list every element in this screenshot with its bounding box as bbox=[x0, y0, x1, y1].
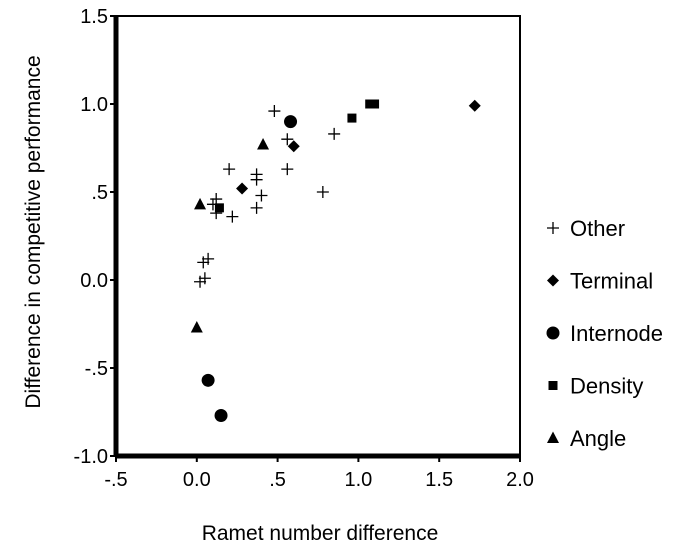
legend-label-internode: Internode bbox=[570, 321, 663, 346]
data-point-other bbox=[194, 275, 207, 288]
x-tick-label: 0.0 bbox=[183, 469, 211, 491]
data-point-other bbox=[316, 186, 329, 198]
data-point-density bbox=[365, 99, 375, 109]
legend-label-density: Density bbox=[570, 374, 643, 399]
data-point-internode bbox=[214, 409, 228, 423]
y-axis-title: Difference in competitive performance bbox=[22, 55, 45, 408]
data-point-other bbox=[255, 189, 268, 202]
legend-marker-other bbox=[547, 222, 559, 234]
legend-label-terminal: Terminal bbox=[570, 269, 653, 294]
legend-label-other: Other bbox=[570, 216, 625, 241]
legend-item-other: Other bbox=[547, 216, 625, 241]
x-tick-label: -.5 bbox=[104, 469, 127, 491]
data-point-other bbox=[250, 173, 263, 186]
data-point-other bbox=[281, 133, 294, 146]
legend-marker-angle bbox=[547, 431, 559, 443]
x-tick-label: 2.0 bbox=[506, 469, 534, 491]
data-markers bbox=[190, 99, 481, 423]
data-point-other bbox=[328, 127, 341, 140]
legend-item-internode: Internode bbox=[546, 321, 663, 346]
legend-marker-internode bbox=[546, 326, 560, 340]
data-point-other bbox=[281, 163, 294, 176]
x-axis-title: Ramet number difference bbox=[202, 522, 439, 545]
x-tick-label: 1.5 bbox=[425, 469, 453, 491]
x-tick-label: 1.0 bbox=[344, 469, 372, 491]
data-point-angle bbox=[194, 197, 207, 210]
legend-item-terminal: Terminal bbox=[547, 269, 653, 294]
y-tick-label: 0.0 bbox=[80, 270, 108, 292]
data-point-terminal bbox=[468, 99, 481, 112]
y-tick-label: -.5 bbox=[85, 358, 108, 380]
y-tick-label: -1.0 bbox=[74, 446, 108, 468]
plot-frame bbox=[113, 15, 521, 459]
axis-ticks: -.5 0.0.5 1.0 1.5 2.01.51.0.50.0-.5-1.0 bbox=[74, 6, 534, 491]
y-tick-label: 1.0 bbox=[80, 94, 108, 116]
data-point-density bbox=[370, 99, 380, 109]
data-point-other bbox=[210, 193, 223, 206]
legend-item-angle: Angle bbox=[547, 426, 626, 451]
data-point-angle bbox=[257, 137, 270, 150]
data-point-other bbox=[197, 256, 210, 269]
legend-item-density: Density bbox=[548, 374, 643, 399]
x-tick-label: .5 bbox=[269, 469, 286, 491]
y-tick-label: .5 bbox=[91, 182, 108, 204]
data-point-density bbox=[347, 113, 357, 123]
data-point-terminal bbox=[287, 140, 300, 153]
data-point-other bbox=[268, 105, 281, 118]
legend-label-angle: Angle bbox=[570, 426, 626, 451]
legend-marker-terminal bbox=[547, 274, 559, 287]
data-point-density bbox=[214, 203, 224, 213]
data-point-other bbox=[226, 210, 239, 223]
data-point-internode bbox=[201, 373, 215, 387]
data-point-other bbox=[250, 201, 263, 214]
data-point-angle bbox=[190, 321, 203, 333]
data-point-other bbox=[223, 163, 236, 176]
data-point-terminal bbox=[236, 182, 249, 195]
legend-marker-density bbox=[548, 381, 558, 390]
data-point-internode bbox=[284, 115, 298, 129]
y-tick-label: 1.5 bbox=[80, 6, 108, 28]
legend: Other Terminal Internode Density Angle bbox=[546, 216, 663, 451]
